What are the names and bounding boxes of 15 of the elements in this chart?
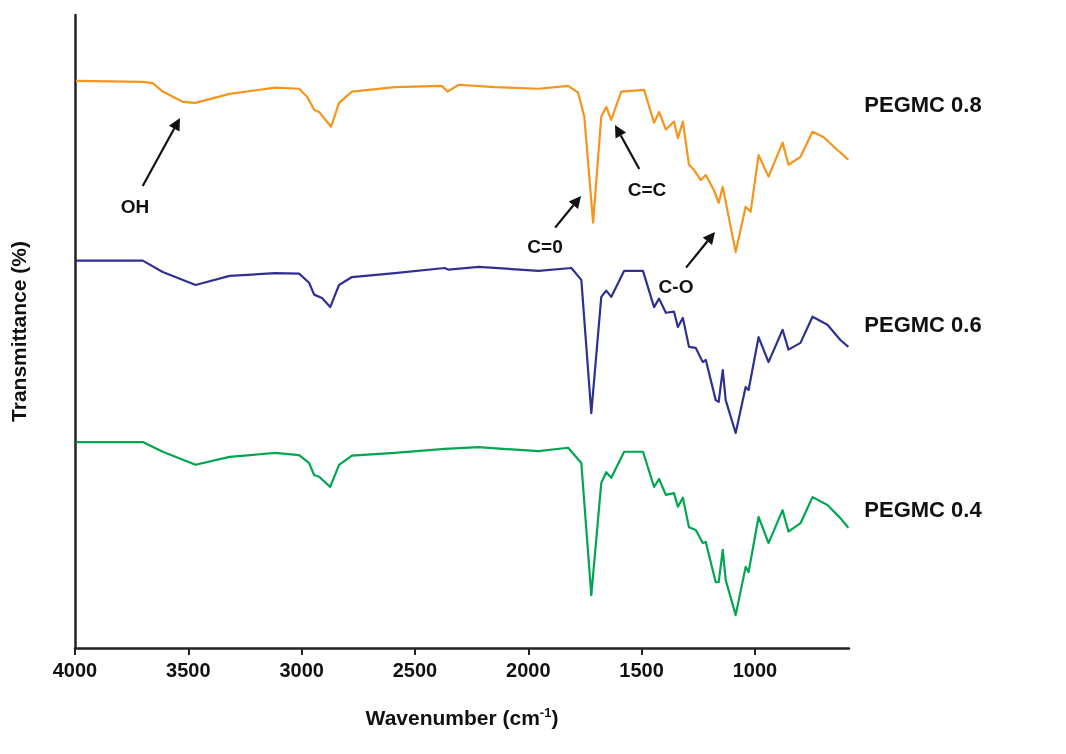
x-tick-label: 3500 [166, 659, 211, 681]
x-tick-label: 2000 [506, 659, 551, 681]
x-tick-label: 4000 [52, 659, 98, 681]
x-tick-label: 3000 [279, 659, 324, 681]
y-axis-title: Transmittance (%) [7, 241, 30, 422]
annotation: OH [120, 195, 150, 217]
series-label: PEGMC 0.4 [864, 497, 983, 523]
series-label: PEGMC 0.6 [864, 312, 982, 338]
series-label: PEGMC 0.8 [864, 92, 982, 118]
annotation: C=0 [527, 235, 563, 257]
x-tick-label: 1000 [732, 659, 778, 681]
x-tick-label: 1500 [619, 659, 664, 681]
x-tick-label: 2500 [392, 659, 438, 681]
annotation: C-O [658, 275, 694, 297]
annotation: C=C [627, 178, 667, 200]
